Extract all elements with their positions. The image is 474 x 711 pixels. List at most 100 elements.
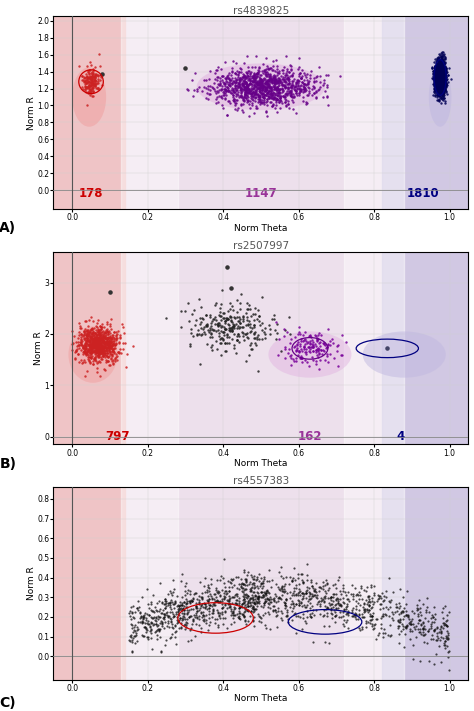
Point — [219, 618, 227, 629]
Point — [223, 262, 231, 273]
Point — [196, 359, 204, 370]
Point — [247, 85, 255, 96]
Point — [442, 632, 450, 643]
Point — [98, 318, 106, 329]
Point — [83, 70, 91, 82]
Point — [310, 82, 318, 94]
Point — [262, 90, 270, 101]
Point — [296, 68, 304, 79]
Point — [434, 51, 441, 63]
Point — [310, 87, 318, 99]
Point — [433, 70, 441, 82]
Point — [264, 75, 271, 86]
Point — [445, 70, 452, 81]
Point — [437, 71, 445, 82]
Point — [206, 309, 214, 321]
Point — [153, 621, 161, 632]
Point — [365, 595, 373, 606]
Point — [238, 599, 246, 610]
Point — [103, 356, 111, 367]
Point — [441, 63, 448, 75]
Point — [433, 61, 440, 73]
Point — [257, 612, 265, 624]
Point — [435, 62, 442, 73]
Point — [288, 598, 295, 609]
Point — [225, 575, 232, 587]
Point — [437, 67, 444, 78]
Point — [79, 84, 87, 95]
Point — [150, 589, 157, 601]
Point — [268, 574, 276, 586]
Point — [255, 595, 263, 606]
Point — [435, 72, 442, 83]
Point — [327, 599, 334, 610]
Point — [265, 63, 273, 74]
Point — [438, 63, 446, 74]
Point — [438, 63, 445, 75]
Point — [438, 82, 445, 94]
Point — [221, 323, 228, 334]
Point — [435, 86, 442, 97]
Point — [441, 70, 448, 81]
Point — [337, 606, 344, 618]
Point — [248, 597, 256, 608]
Point — [306, 70, 314, 81]
Point — [270, 87, 277, 98]
Point — [111, 353, 118, 365]
Point — [95, 328, 103, 339]
Point — [219, 326, 227, 338]
Point — [238, 327, 246, 338]
Point — [110, 333, 118, 345]
Point — [154, 629, 161, 641]
Point — [438, 73, 446, 85]
Point — [257, 69, 265, 80]
Point — [438, 72, 446, 83]
Point — [232, 76, 240, 87]
Point — [438, 81, 446, 92]
Point — [155, 624, 163, 636]
Point — [306, 609, 314, 620]
Point — [91, 336, 99, 348]
Point — [433, 63, 441, 74]
Point — [109, 357, 117, 368]
Point — [437, 76, 445, 87]
Point — [420, 630, 428, 641]
Point — [437, 72, 444, 83]
Point — [439, 73, 447, 85]
Point — [233, 323, 240, 334]
Point — [191, 587, 199, 599]
Point — [94, 349, 102, 360]
Point — [89, 70, 97, 82]
Point — [95, 328, 103, 340]
Point — [282, 572, 290, 583]
Point — [261, 619, 269, 631]
Point — [349, 604, 356, 616]
Point — [242, 92, 250, 104]
Point — [437, 82, 444, 93]
Point — [313, 344, 320, 356]
Point — [434, 72, 442, 83]
Point — [214, 585, 221, 597]
Point — [441, 77, 448, 89]
Point — [434, 68, 441, 80]
Point — [240, 84, 247, 95]
Point — [255, 310, 263, 321]
Point — [294, 81, 301, 92]
Point — [256, 99, 264, 110]
Point — [241, 73, 249, 84]
Point — [434, 62, 442, 73]
Point — [245, 78, 253, 90]
Point — [437, 79, 445, 90]
Point — [435, 73, 443, 84]
Point — [300, 84, 308, 95]
Point — [438, 68, 445, 80]
Point — [275, 68, 283, 79]
Point — [244, 80, 251, 92]
Point — [437, 76, 444, 87]
Point — [438, 58, 446, 70]
Point — [112, 326, 119, 338]
Point — [94, 345, 102, 356]
Point — [432, 65, 440, 77]
Point — [83, 324, 91, 336]
Point — [298, 568, 305, 579]
